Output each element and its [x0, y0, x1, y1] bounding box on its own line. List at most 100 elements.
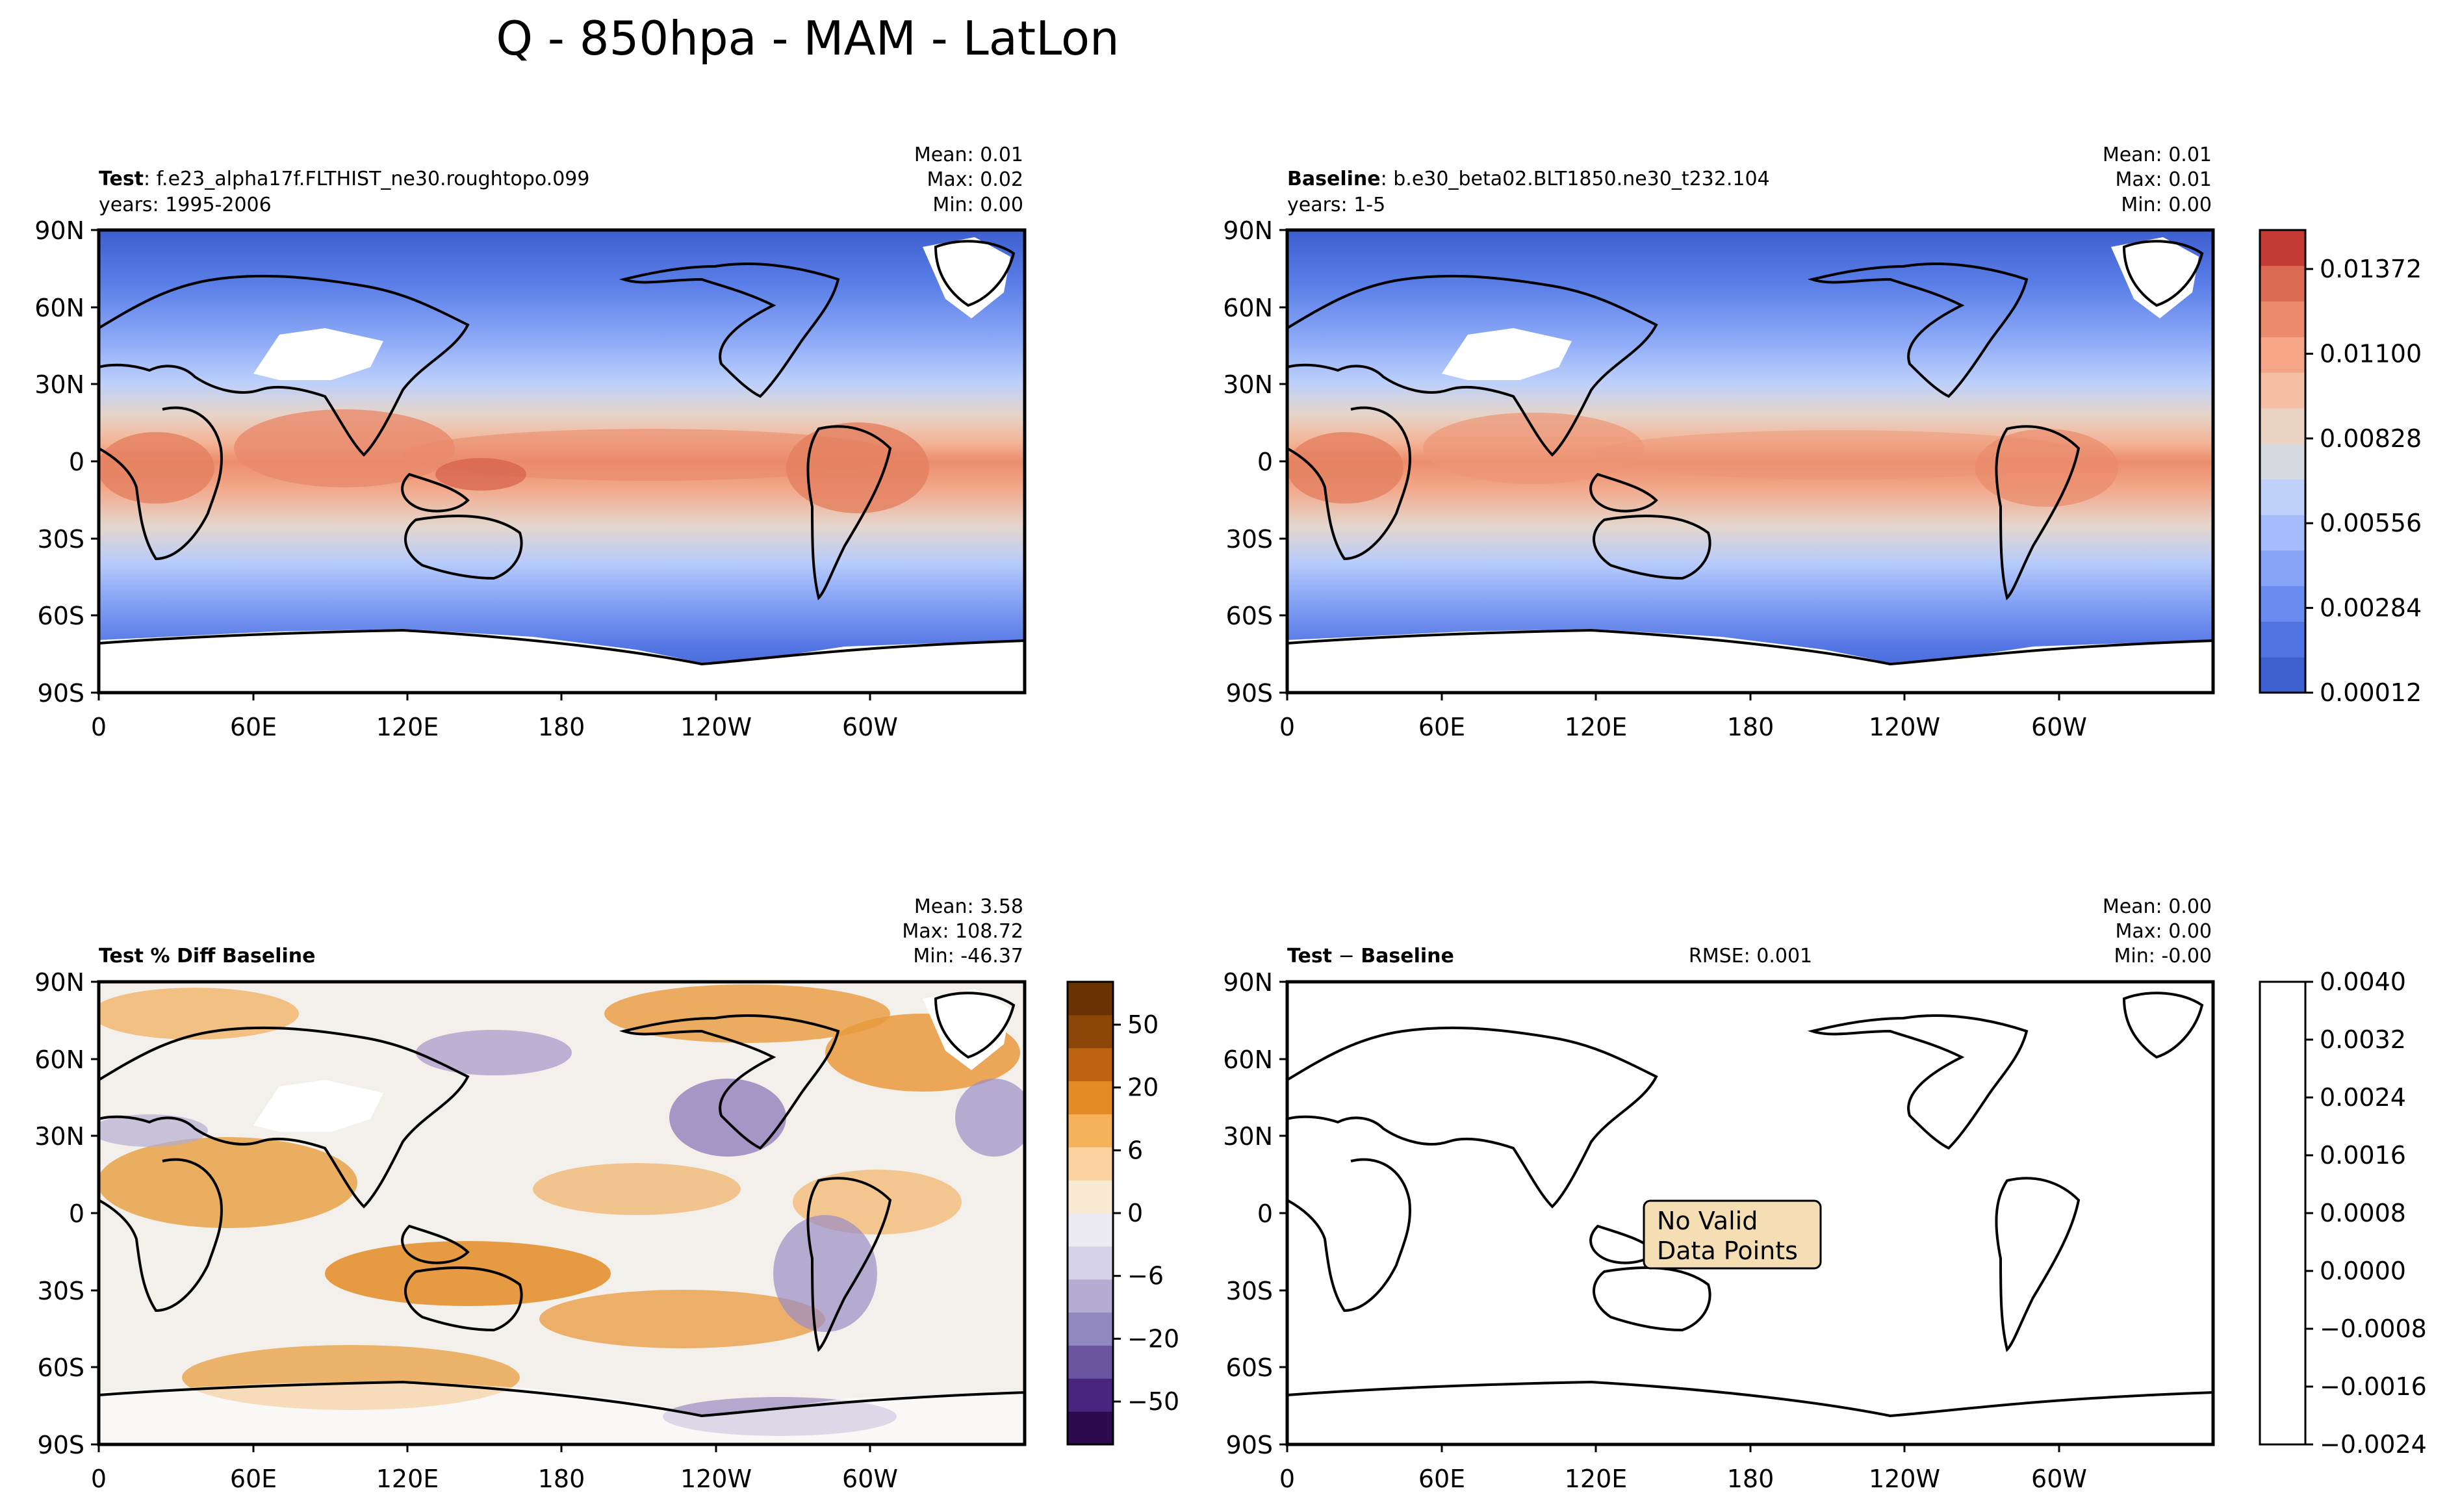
colorbar-tick-label: 0 — [1127, 1199, 1143, 1227]
panel-pctdiff: Test % Diff Baseline Mean: 3.58 Max: 108… — [34, 895, 1027, 1493]
colorbar-puor-bands — [1068, 982, 1113, 1445]
panel-test-stat-mean: Mean: 0.01 — [914, 144, 1023, 166]
colorbar-band — [2260, 515, 2305, 551]
colorbar-band — [1068, 1213, 1113, 1247]
colorbar-coolwarm-ticks: 0.01372 0.01100 0.00828 0.00556 0.00284 0.000… — [2305, 255, 2422, 707]
colorbar-diff: 0.0040 0.0032 0.0024 0.0016 0.0008 0.0000 −0.0… — [2259, 967, 2427, 1459]
x-tick-label: 60W — [842, 713, 898, 741]
colorbar-tick-label: 0.00284 — [2320, 594, 2422, 622]
colorbar-tick-label: 0.0032 — [2320, 1025, 2406, 1054]
colorbar-tick-label: 0.00012 — [2320, 678, 2422, 707]
y-tick-label: 30N — [1223, 370, 1273, 399]
colorbar-tick-label: 6 — [1127, 1136, 1143, 1164]
x-tick-label: 0 — [91, 1465, 107, 1493]
colorbar-band — [2260, 585, 2305, 622]
colorbar-tick-label: 50 — [1127, 1010, 1159, 1039]
panel-diff-title-sep: − — [1332, 945, 1361, 967]
x-tick-label: 0 — [91, 713, 107, 741]
y-tick-label: 0 — [1257, 448, 1273, 476]
y-tick-label: 90S — [38, 679, 84, 708]
panel-baseline-stat-max: Max: 0.01 — [2116, 168, 2212, 191]
panel-baseline-y-axis: 90N 60N 30N 0 30S 60S 90S — [1223, 216, 1287, 708]
colorbar-band — [1068, 1014, 1113, 1049]
panel-baseline: Baseline: b.e30_beta02.BLT1850.ne30_t232… — [1223, 144, 2215, 741]
colorbar-band — [2260, 621, 2305, 658]
panel-diff-stat-mean: Mean: 0.00 — [2103, 895, 2212, 918]
x-tick-label: 60W — [2031, 713, 2087, 741]
y-tick-label: 30N — [34, 370, 84, 399]
x-tick-label: 60E — [230, 1465, 277, 1493]
panel-diff-x-axis: 0 60E 120E 180 120W 60W — [1279, 1444, 2087, 1493]
x-tick-label: 120E — [376, 713, 439, 741]
colorbar-band — [1068, 1246, 1113, 1280]
y-tick-label: 30S — [1226, 525, 1273, 554]
x-tick-label: 60E — [1418, 713, 1465, 741]
x-tick-label: 60E — [230, 713, 277, 741]
x-tick-label: 180 — [538, 713, 585, 741]
colorbar-tick-label: 0.00828 — [2320, 424, 2422, 453]
y-tick-label: 90N — [34, 968, 84, 997]
colorbar-band — [2260, 443, 2305, 480]
x-tick-label: 120E — [1565, 713, 1628, 741]
annotation-line-2: Data Points — [1657, 1237, 1798, 1265]
x-tick-label: 180 — [538, 1465, 585, 1493]
y-tick-label: 90S — [38, 1431, 84, 1459]
panel-test-title-bold: Test — [99, 168, 144, 190]
colorbar-band — [1068, 1312, 1113, 1346]
panel-diff-stat-max: Max: 0.00 — [2116, 920, 2212, 943]
x-tick-label: 60W — [842, 1465, 898, 1493]
panel-test-title: Test: f.e23_alpha17f.FLTHIST_ne30.rought… — [99, 168, 589, 190]
panel-diff-stat-min: Min: -0.00 — [2114, 945, 2212, 967]
colorbar-band — [1068, 1180, 1113, 1214]
colorbar-tick-label: −0.0024 — [2320, 1430, 2427, 1459]
colorbar-diff-ticks: 0.0040 0.0032 0.0024 0.0016 0.0008 0.0000 −0.0… — [2305, 967, 2427, 1459]
colorbar-tick-label: −20 — [1127, 1324, 1179, 1353]
panel-diff: Test − Baseline RMSE: 0.001 Mean: 0.00 M… — [1223, 895, 2215, 1493]
colorbar-coolwarm-frame — [2259, 229, 2307, 694]
colorbar-tick-label: −6 — [1127, 1262, 1164, 1290]
colorbar-band — [2260, 407, 2305, 444]
y-tick-label: 60N — [1223, 294, 1273, 322]
panel-test-y-axis: 90N 60N 30N 0 30S 60S 90S — [34, 216, 99, 708]
panel-baseline-x-axis: 0 60E 120E 180 120W 60W — [1279, 693, 2087, 741]
colorbar-tick-label: 0.0016 — [2320, 1141, 2406, 1170]
colorbar-tick-label: −50 — [1127, 1387, 1179, 1416]
y-tick-label: 30N — [34, 1122, 84, 1151]
colorbar-band — [2260, 550, 2305, 587]
y-tick-label: 60N — [34, 1045, 84, 1074]
x-tick-label: 120E — [376, 1465, 439, 1493]
y-tick-label: 60N — [34, 294, 84, 322]
colorbar-band — [1068, 1411, 1113, 1445]
colorbar-band — [1068, 1114, 1113, 1147]
colorbar-tick-label: −0.0016 — [2320, 1372, 2427, 1401]
colorbar-band — [2260, 265, 2305, 302]
y-tick-label: 90N — [34, 216, 84, 245]
colorbar-puor-ticks: 50 20 6 0 −6 −20 −50 — [1113, 1010, 1179, 1416]
panel-diff-title-bold: Test — [1287, 945, 1332, 967]
panel-diff-title: Test − Baseline — [1287, 945, 1454, 967]
annotation-line-1: No Valid — [1657, 1207, 1758, 1235]
figure-title: Q - 850hpa - MAM - LatLon — [496, 11, 1119, 66]
x-tick-label: 120W — [680, 1465, 752, 1493]
panel-test-stat-max: Max: 0.02 — [927, 168, 1023, 191]
y-tick-label: 90N — [1223, 968, 1273, 997]
x-tick-label: 180 — [1727, 1465, 1775, 1493]
colorbar-tick-label: 20 — [1127, 1073, 1159, 1102]
x-tick-label: 0 — [1279, 1465, 1295, 1493]
y-tick-label: 60S — [38, 1353, 84, 1382]
y-tick-label: 30S — [1226, 1277, 1273, 1305]
panel-test-title-rest: : f.e23_alpha17f.FLTHIST_ne30.roughtopo.… — [144, 168, 589, 190]
colorbar-band — [2260, 372, 2305, 409]
y-tick-label: 0 — [69, 1199, 84, 1228]
colorbar-band — [2260, 230, 2305, 266]
panel-diff-rmse: RMSE: 0.001 — [1689, 945, 1812, 967]
colorbar-band — [2260, 337, 2305, 373]
y-tick-label: 60S — [38, 602, 84, 630]
colorbar-band — [2260, 657, 2305, 693]
x-tick-label: 120E — [1565, 1465, 1628, 1493]
no-valid-data-annotation: No Valid Data Points — [1643, 1199, 1822, 1270]
panel-pctdiff-title: Test % Diff Baseline — [99, 945, 316, 967]
y-tick-label: 60S — [1226, 1353, 1273, 1382]
colorbar-tick-label: 0.0040 — [2320, 967, 2406, 996]
y-tick-label: 90N — [1223, 216, 1273, 245]
